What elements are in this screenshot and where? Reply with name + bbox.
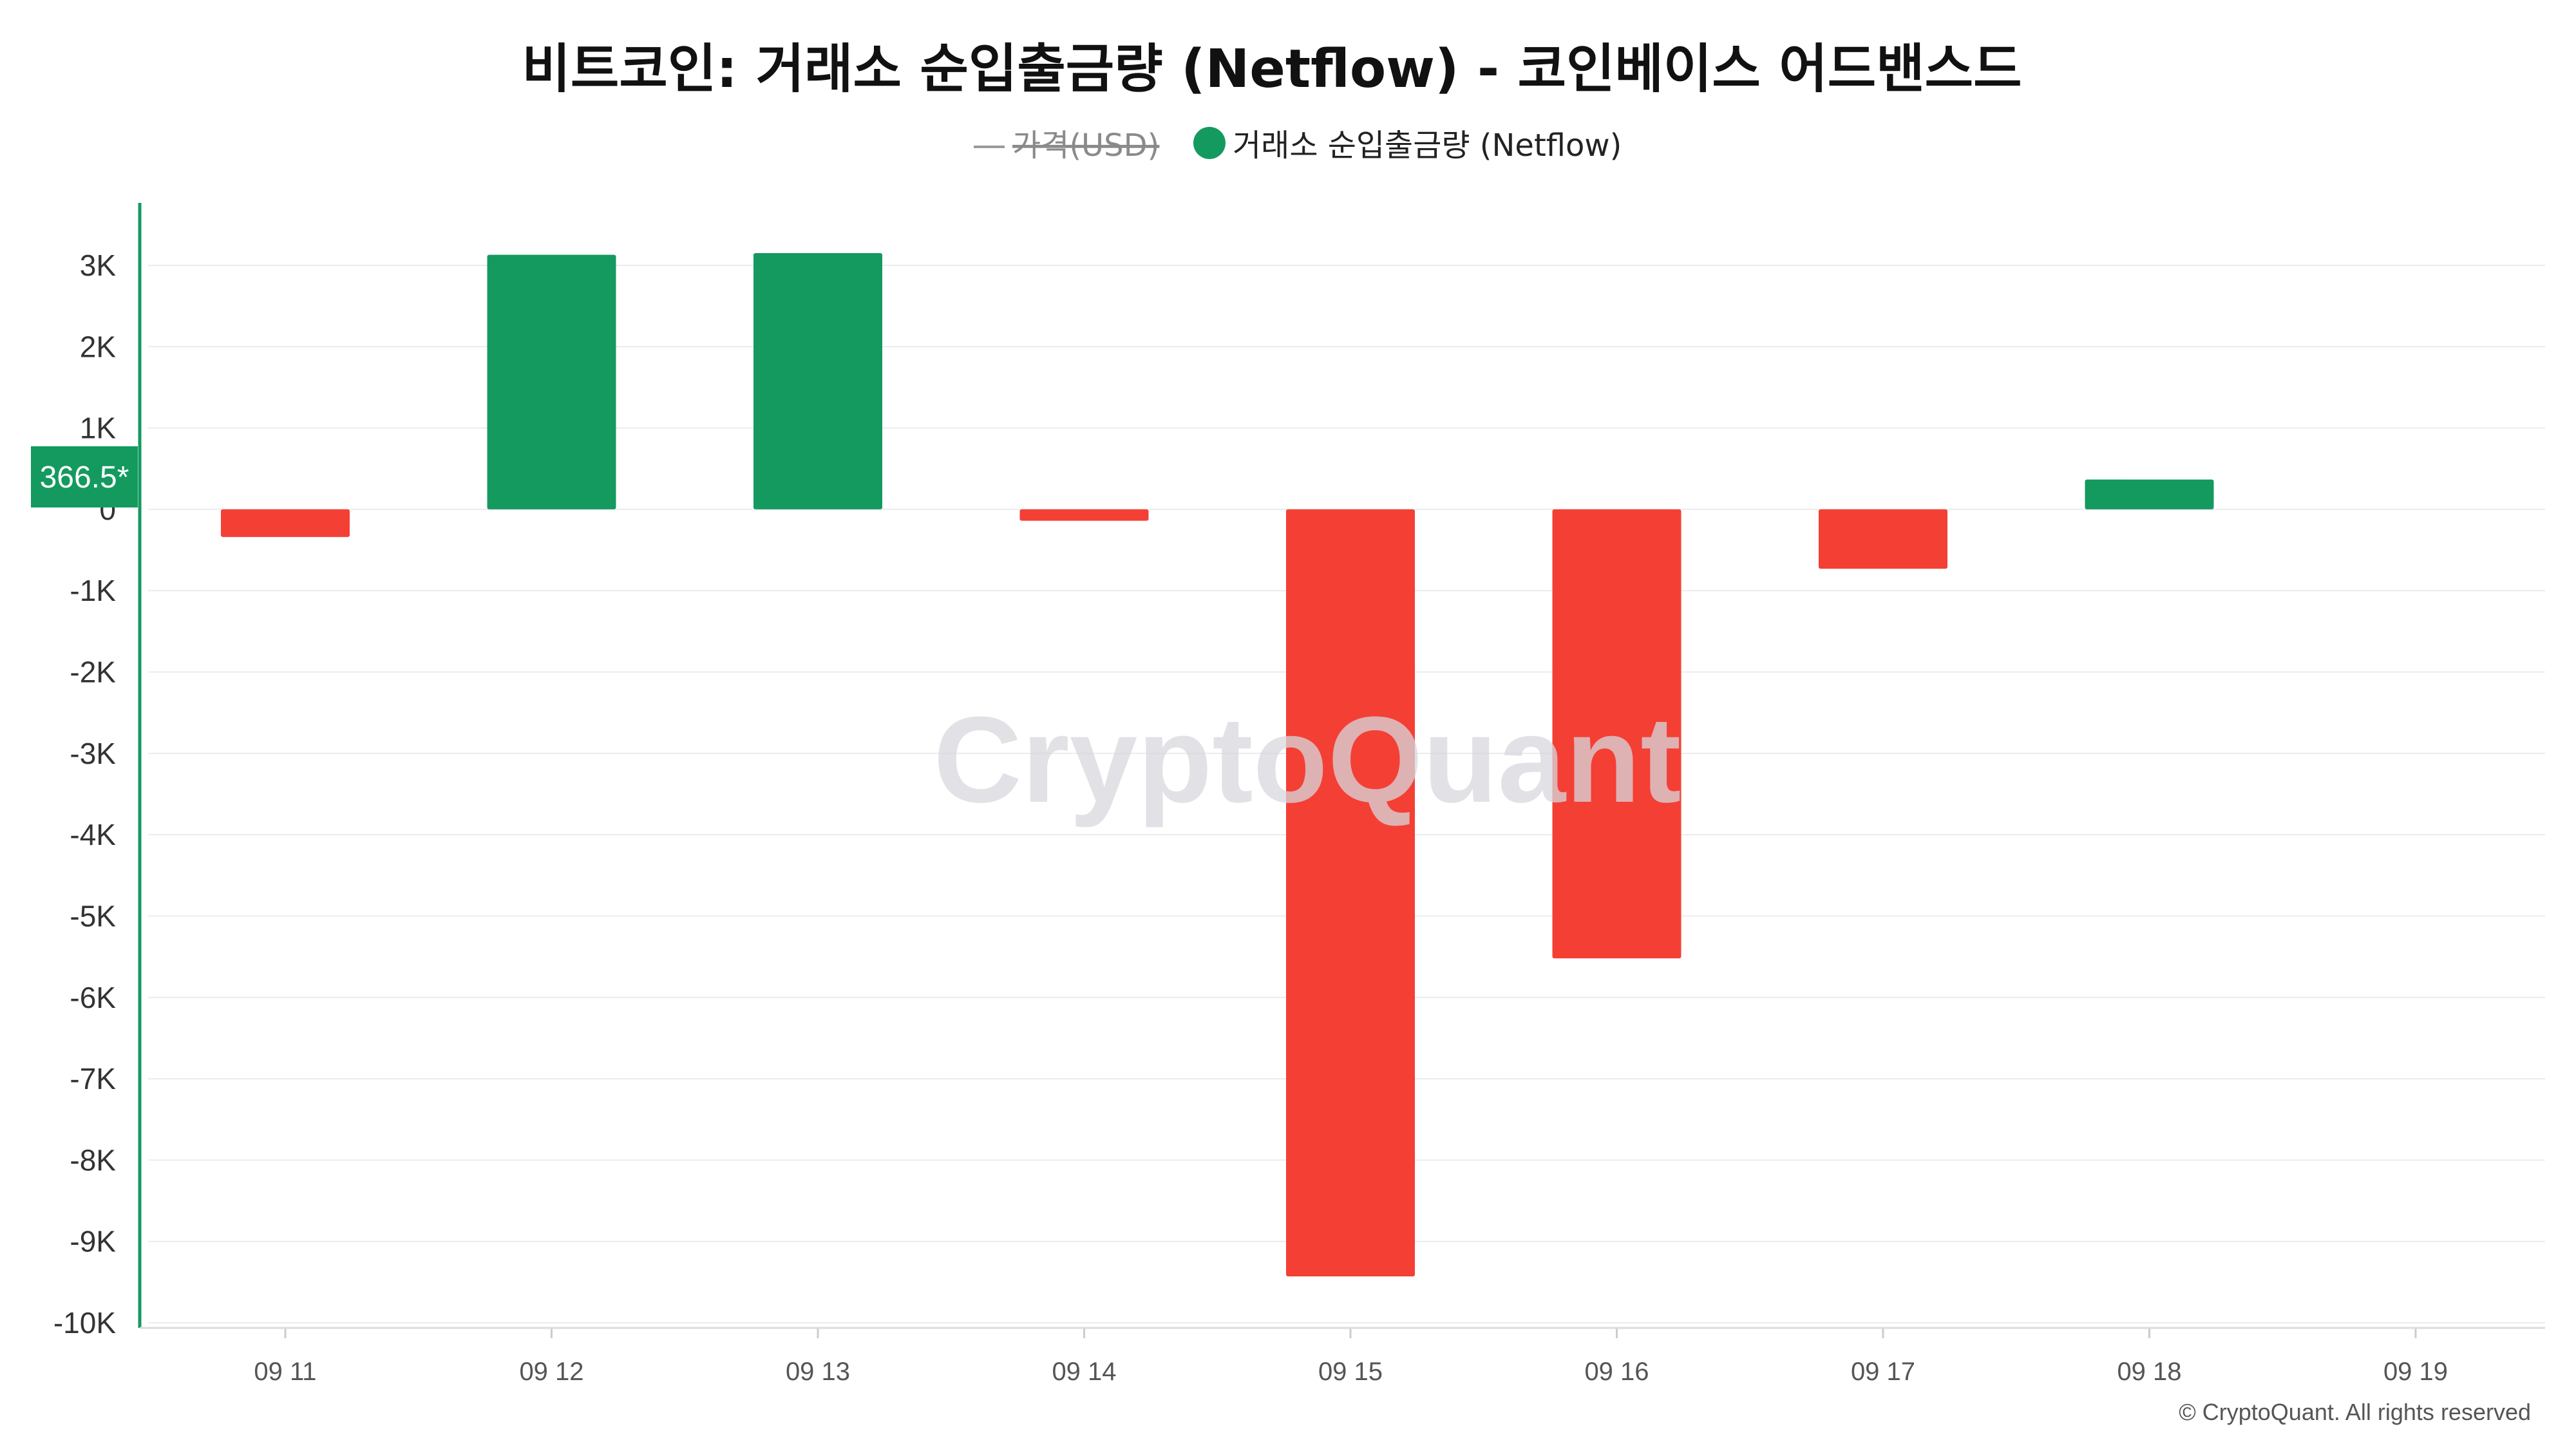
x-tick-label: 09 16 — [1584, 1358, 1649, 1386]
y-tick-label: -3K — [70, 737, 116, 770]
y-tick-label: -5K — [70, 899, 116, 933]
legend-item-netflow[interactable]: 거래소 순입출금량 (Netflow) — [1233, 128, 1622, 164]
legend[interactable]: 가격(USD) 거래소 순입출금량 (Netflow) — [974, 127, 1622, 164]
x-tick-label: 09 14 — [1052, 1358, 1116, 1386]
y-tick-label: -4K — [70, 818, 116, 851]
bar-09-14 — [1019, 509, 1149, 521]
legend-netflow-marker — [1193, 127, 1226, 159]
x-tick-label: 09 11 — [254, 1358, 316, 1386]
bar-09-15 — [1286, 509, 1415, 1277]
y-tick-label: -2K — [70, 656, 116, 689]
y-tick-label: 1K — [80, 412, 117, 445]
current-value-badge: 366.5* — [31, 446, 138, 507]
y-tick-label: 2K — [80, 330, 117, 363]
x-tick-label: 09 17 — [1851, 1358, 1915, 1386]
legend-item-price[interactable]: 가격(USD) — [1012, 128, 1159, 164]
x-tick-label: 09 15 — [1318, 1358, 1383, 1386]
x-axis-ticks: 09 11 09 12 09 13 09 14 09 15 09 16 09 17 09 18… — [254, 1328, 2448, 1386]
y-tick-label: -8K — [70, 1143, 116, 1177]
bar-09-13 — [753, 253, 882, 509]
y-tick-label: -6K — [70, 981, 116, 1014]
y-tick-label: -7K — [70, 1062, 116, 1095]
x-tick-label: 09 13 — [786, 1358, 850, 1386]
bar-09-16 — [1552, 509, 1681, 959]
y-tick-label: -1K — [70, 574, 116, 607]
x-tick-label: 09 18 — [2117, 1358, 2181, 1386]
x-tick-label: 09 19 — [2383, 1358, 2448, 1386]
y-tick-label: 3K — [80, 249, 117, 282]
bars — [221, 253, 2214, 1277]
bar-09-18 — [2085, 479, 2214, 509]
watermark: CryptoQuant — [933, 692, 1681, 828]
current-value-label: 366.5* — [40, 460, 129, 495]
y-tick-label: -10K — [53, 1306, 116, 1340]
bar-09-17 — [1819, 509, 1947, 569]
x-tick-label: 09 12 — [519, 1358, 583, 1386]
bar-09-11 — [221, 509, 350, 537]
chart-title: 비트코인: 거래소 순입출금량 (Netflow) - 코인베이스 어드밴스드 — [522, 39, 2022, 100]
bar-09-12 — [487, 254, 616, 509]
current-value-badge-box — [31, 446, 138, 507]
y-tick-label: -9K — [70, 1225, 116, 1258]
copyright: © CryptoQuant. All rights reserved — [2179, 1399, 2531, 1425]
